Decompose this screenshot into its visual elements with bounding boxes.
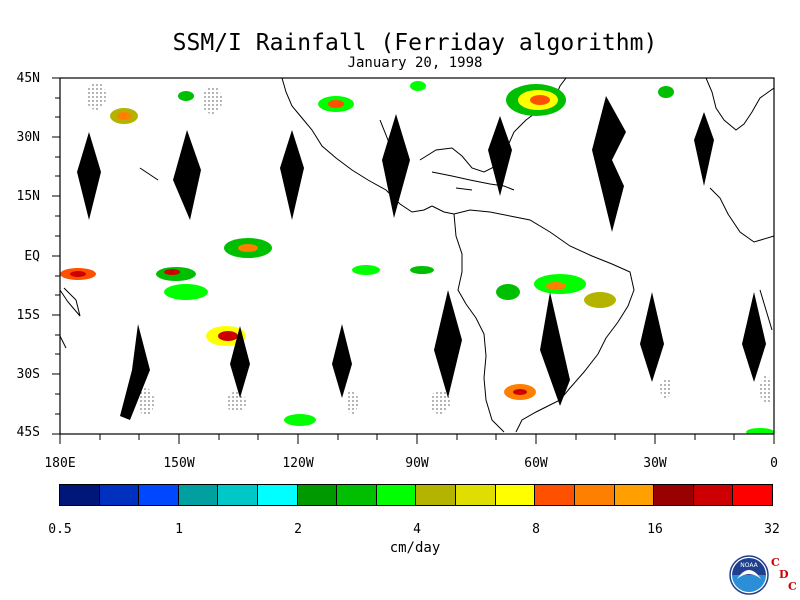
lat-label-eq: EQ [24,249,40,264]
colorbar-cell-7 [337,485,377,505]
caribbean-islands [431,171,515,191]
colorbar-label-0-5: 0.5 [48,522,72,537]
lat-label-45s: 45S [16,425,40,440]
colorbar-cell-14 [614,485,655,505]
cdc-letter-c2: C [788,580,797,593]
colorbar-units: cm/day [389,540,441,556]
cdc-letter-c1: C [771,556,780,569]
colorbar-cell-12 [535,485,575,505]
coastlines [60,78,774,433]
colorbar-label-8: 8 [532,522,540,537]
colorbar-cell-13 [574,485,615,505]
lat-label-15n: 15N [16,189,40,204]
lon-label-60w: 60W [524,456,548,471]
colorbar-cell-16 [693,485,734,505]
rainfall-map [52,77,775,444]
colorbar-label-16: 16 [647,522,663,537]
colorbar-cell-10 [456,485,496,505]
cdc-logo: C D C [770,556,800,600]
colorbar-cell-3 [178,485,219,505]
lon-label-180e: 180E [44,456,76,471]
colorbar [59,484,773,506]
colorbar-cell-0 [60,485,100,505]
colorbar-cell-4 [218,485,259,505]
noaa-logo-text: NOAA [740,562,758,569]
lat-label-15s: 15S [16,308,40,323]
colorbar-cell-8 [376,485,417,505]
rainfall-patches [60,81,774,434]
colorbar-cell-17 [733,485,772,505]
colorbar-cell-9 [416,485,457,505]
data-gap-swaths [77,96,766,420]
noaa-logo-icon: NOAA [729,555,769,595]
lon-label-120w: 120W [282,456,314,471]
south-america-coast [453,209,635,433]
colorbar-cell-5 [258,485,298,505]
lat-label-30n: 30N [16,130,40,145]
colorbar-label-32: 32 [764,522,780,537]
cdc-letter-d: D [779,568,789,581]
colorbar-cell-15 [654,485,694,505]
map-title: SSM/I Rainfall (Ferriday algorithm) [172,30,658,56]
colorbar-label-2: 2 [294,522,302,537]
africa-coast [709,187,774,331]
colorbar-label-1: 1 [175,522,183,537]
axis-ticks [52,77,775,444]
lon-label-0: 0 [770,456,778,471]
hawaii-islands [139,167,159,181]
light-rain-dots [86,82,772,416]
australia-coast [60,287,81,349]
colorbar-cell-2 [139,485,179,505]
europe-coast [705,78,774,131]
map-date: January 20, 1998 [347,55,483,71]
lon-label-150w: 150W [163,456,195,471]
colorbar-cell-1 [99,485,140,505]
lat-label-45n: 45N [16,71,40,86]
colorbar-cell-11 [495,485,536,505]
colorbar-cell-6 [297,485,338,505]
colorbar-label-4: 4 [413,522,421,537]
lon-label-30w: 30W [643,456,667,471]
lat-label-30s: 30S [16,367,40,382]
lon-label-90w: 90W [405,456,429,471]
